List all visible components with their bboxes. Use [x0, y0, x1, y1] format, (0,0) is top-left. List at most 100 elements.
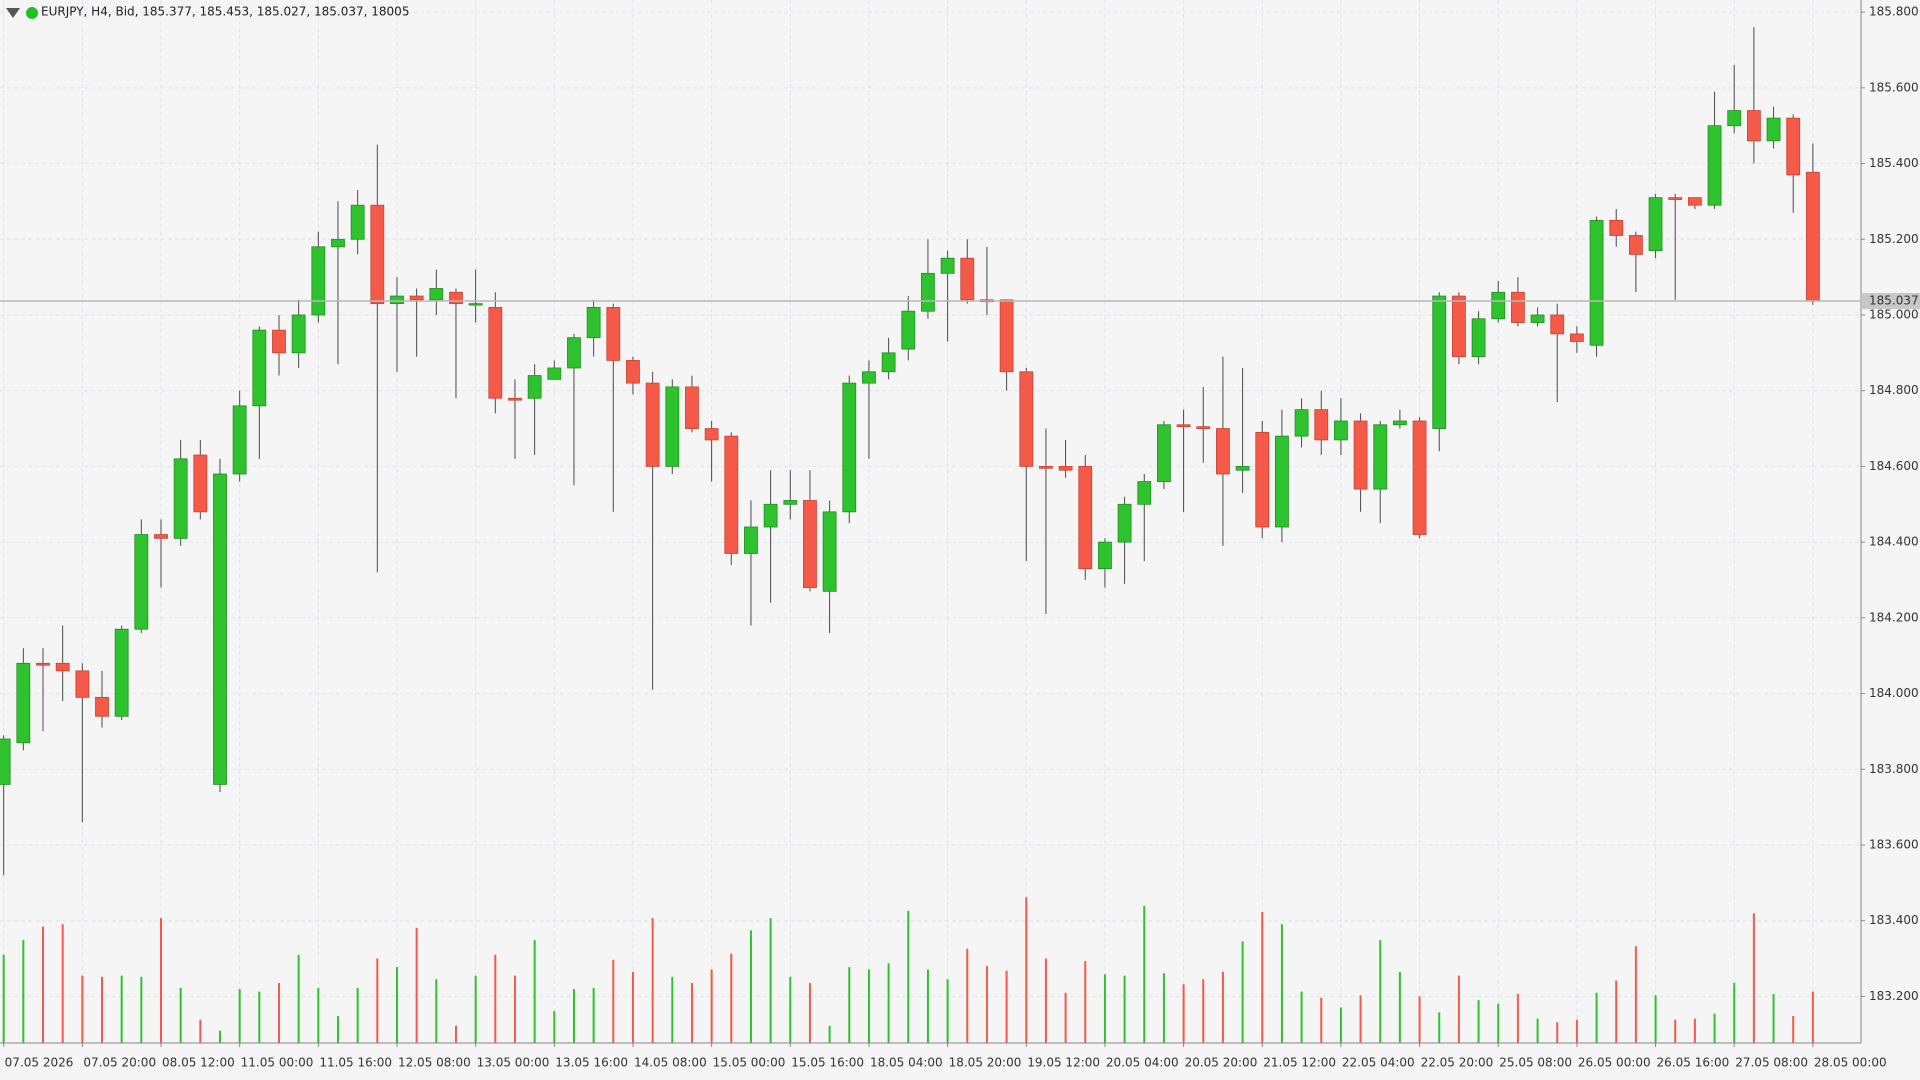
candle-body — [1707, 125, 1722, 206]
candle-body — [921, 272, 935, 312]
x-tick-label: 26.05 16:00 — [1657, 1056, 1730, 1070]
candle-body — [783, 500, 798, 505]
candle-body — [1766, 117, 1781, 142]
candle-body — [940, 257, 955, 274]
x-tick-label: 15.05 00:00 — [713, 1056, 786, 1070]
candle-body — [193, 454, 208, 513]
candle-body — [1746, 110, 1761, 142]
candle-body — [1098, 541, 1112, 570]
candle-body — [1078, 466, 1093, 570]
y-tick-label: 185.400 — [1869, 156, 1919, 170]
candle-body — [1196, 426, 1211, 429]
candle-body — [331, 238, 345, 248]
candle-body — [75, 670, 90, 698]
candle-body — [350, 204, 365, 240]
y-tick-label: 183.600 — [1869, 838, 1919, 852]
candle-body — [1609, 219, 1624, 236]
candle-body — [232, 405, 247, 475]
volumes — [2, 897, 1814, 1043]
candle-body — [134, 534, 149, 630]
x-tick-label: 11.05 16:00 — [319, 1056, 392, 1070]
candles — [0, 27, 1820, 876]
x-tick-label: 15.05 16:00 — [791, 1056, 864, 1070]
y-tick-label: 183.800 — [1869, 762, 1919, 776]
candle-body — [390, 295, 404, 305]
candle-body — [508, 397, 522, 401]
x-tick-label: 18.05 04:00 — [870, 1056, 943, 1070]
candle-body — [1668, 197, 1683, 200]
menu-arrow[interactable] — [6, 8, 20, 18]
x-tick-label: 11.05 00:00 — [241, 1056, 314, 1070]
x-tick-label: 28.05 00:00 — [1814, 1056, 1887, 1070]
candle-body — [1805, 171, 1820, 302]
candle-body — [429, 288, 444, 301]
candle-body — [409, 295, 424, 301]
candle-body — [527, 375, 542, 399]
current-price-box — [1862, 292, 1920, 309]
candle-body — [744, 526, 758, 554]
y-tick-label: 183.200 — [1869, 989, 1919, 1003]
y-tick-label: 185.600 — [1869, 80, 1919, 94]
candle-body — [901, 310, 916, 350]
candle-body — [862, 371, 876, 384]
candle-body — [999, 299, 1014, 373]
candle-body — [16, 662, 31, 744]
candle-body — [1471, 318, 1486, 358]
candle-body — [1314, 409, 1329, 441]
candle-body — [1157, 424, 1171, 482]
candle-body — [1353, 420, 1368, 490]
candle-body — [960, 257, 975, 301]
x-tick-label: 19.05 12:00 — [1027, 1056, 1100, 1070]
candle-body — [1412, 420, 1427, 535]
x-tick-label: 13.05 00:00 — [477, 1056, 550, 1070]
y-tick-label: 185.800 — [1869, 5, 1919, 19]
status-dot — [26, 7, 38, 19]
candle-body — [1432, 295, 1447, 429]
x-tick-label: 12.05 08:00 — [398, 1056, 471, 1070]
candle-body — [370, 204, 385, 305]
candle-body — [95, 696, 109, 717]
candle-body — [1687, 197, 1702, 206]
candle-body — [114, 628, 129, 717]
candle-body — [468, 303, 483, 306]
candle-body — [803, 500, 817, 588]
candle-body — [55, 662, 70, 672]
candle-body — [0, 738, 11, 785]
x-tick-label: 26.05 00:00 — [1578, 1056, 1651, 1070]
candle-body — [1058, 466, 1073, 471]
candle-body — [626, 360, 640, 384]
candle-body — [252, 329, 267, 407]
candle-body — [1275, 435, 1289, 528]
x-tick-label: 21.05 12:00 — [1263, 1056, 1336, 1070]
candle-body — [1727, 110, 1742, 127]
candle-body — [763, 503, 778, 528]
candle-body — [586, 307, 601, 339]
candle-body — [1216, 428, 1230, 475]
candle-body — [1589, 219, 1604, 346]
candle-body — [488, 307, 503, 399]
candle-body — [724, 435, 739, 554]
candle-body — [567, 337, 581, 369]
candle-body — [881, 352, 896, 373]
candle-body — [1255, 431, 1270, 528]
candle-body — [665, 386, 680, 467]
x-tick-label: 27.05 08:00 — [1735, 1056, 1808, 1070]
x-tick-label: 22.05 04:00 — [1342, 1056, 1415, 1070]
candle-body — [291, 314, 306, 354]
candle-body — [1511, 291, 1525, 323]
candle-body — [1373, 424, 1388, 490]
candle-body — [1648, 197, 1663, 252]
grid — [0, 0, 1861, 1043]
candle-body — [1334, 420, 1348, 441]
candle-body — [704, 428, 719, 441]
candle-body — [685, 386, 699, 429]
candle-body — [173, 458, 188, 539]
x-tick-label: 07.05 20:00 — [83, 1056, 156, 1070]
candle-body — [1039, 466, 1053, 469]
y-tick-label: 183.400 — [1869, 913, 1919, 927]
x-tick-label: 20.05 04:00 — [1106, 1056, 1179, 1070]
candle-body — [1786, 117, 1801, 176]
